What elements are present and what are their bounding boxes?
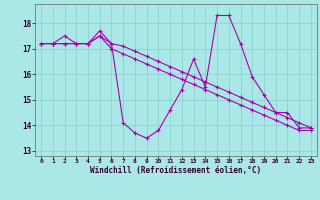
- X-axis label: Windchill (Refroidissement éolien,°C): Windchill (Refroidissement éolien,°C): [91, 166, 261, 175]
